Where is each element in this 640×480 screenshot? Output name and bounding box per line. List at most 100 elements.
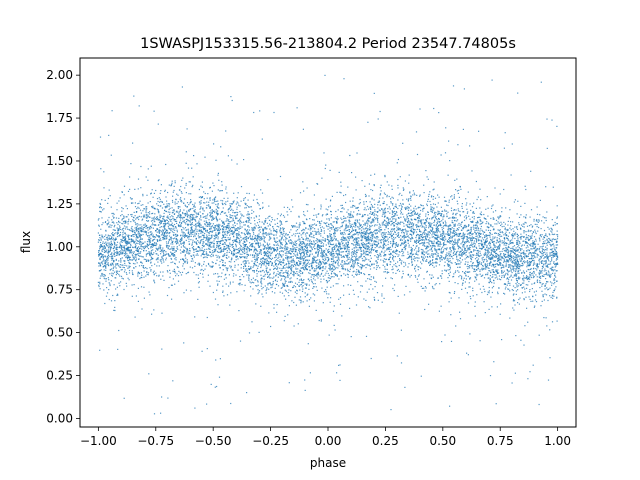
data-point	[379, 193, 382, 195]
data-point	[248, 218, 250, 220]
data-point	[493, 249, 496, 251]
data-point	[160, 221, 162, 223]
data-point	[203, 261, 205, 263]
data-point	[396, 235, 398, 237]
data-point	[552, 254, 554, 256]
data-point	[475, 238, 477, 240]
data-point	[458, 254, 460, 257]
data-point	[241, 221, 243, 224]
data-point	[428, 227, 430, 229]
data-point	[268, 274, 271, 276]
data-point	[423, 245, 425, 247]
data-point	[333, 245, 335, 247]
data-point	[210, 216, 212, 218]
data-point	[139, 200, 141, 202]
data-point	[253, 271, 255, 273]
data-point	[471, 234, 473, 236]
data-point	[126, 248, 128, 250]
data-point	[408, 226, 410, 228]
data-point	[104, 256, 107, 258]
data-point	[290, 260, 292, 262]
data-point	[513, 309, 515, 311]
data-point	[391, 278, 393, 280]
data-point	[218, 228, 220, 230]
data-point	[243, 263, 245, 265]
data-point	[373, 241, 375, 243]
data-point	[549, 329, 551, 331]
data-point	[480, 225, 482, 228]
data-point	[425, 213, 427, 215]
data-point	[177, 266, 179, 269]
data-point	[124, 253, 126, 255]
data-point	[108, 244, 110, 246]
data-point	[122, 230, 125, 232]
data-point	[364, 257, 367, 259]
data-point	[466, 202, 468, 204]
data-point	[514, 304, 516, 306]
data-point	[375, 244, 377, 246]
data-point	[546, 118, 548, 120]
data-point	[466, 250, 468, 252]
data-point	[553, 290, 555, 292]
data-point	[342, 256, 344, 258]
data-point	[291, 260, 293, 262]
data-point	[277, 241, 279, 243]
data-point	[334, 329, 336, 331]
data-point	[427, 178, 429, 180]
data-point	[331, 240, 333, 242]
data-point	[261, 221, 263, 223]
data-point	[470, 209, 472, 211]
data-point	[120, 275, 123, 277]
data-point	[113, 226, 115, 228]
data-point	[445, 223, 447, 225]
data-point	[206, 238, 208, 240]
data-point	[439, 260, 441, 262]
data-point	[305, 265, 307, 267]
data-point	[490, 224, 492, 226]
data-point	[553, 247, 555, 249]
data-point	[166, 246, 168, 248]
data-point	[543, 274, 545, 276]
data-point	[186, 202, 189, 204]
data-point	[469, 277, 472, 279]
data-point	[551, 284, 553, 286]
data-point	[313, 237, 315, 239]
data-point	[330, 238, 332, 240]
data-point	[365, 222, 367, 224]
data-point	[435, 258, 437, 260]
data-point	[519, 265, 521, 267]
data-point	[247, 213, 249, 215]
data-point	[370, 235, 372, 237]
data-point	[442, 237, 444, 239]
data-point	[450, 261, 452, 264]
data-point	[387, 241, 390, 243]
data-point	[423, 243, 425, 245]
data-point	[432, 253, 434, 255]
data-point	[211, 231, 213, 233]
data-point	[483, 213, 485, 216]
data-point	[374, 280, 376, 282]
data-point	[102, 242, 104, 245]
data-point	[428, 195, 430, 197]
data-point	[240, 217, 242, 219]
data-point	[256, 257, 258, 259]
data-point	[314, 256, 316, 259]
data-point	[401, 277, 403, 279]
data-point	[364, 224, 366, 226]
data-point	[311, 280, 313, 282]
data-point	[502, 241, 504, 243]
data-point	[105, 278, 107, 280]
data-point	[112, 237, 114, 239]
data-point	[457, 192, 459, 194]
data-point	[277, 276, 279, 278]
data-point	[125, 226, 127, 228]
data-point	[494, 264, 496, 266]
data-point	[347, 233, 349, 235]
data-point	[286, 251, 288, 253]
data-point	[320, 278, 322, 280]
data-point	[305, 260, 307, 262]
data-point	[307, 240, 309, 242]
data-point	[339, 364, 341, 366]
data-point	[392, 256, 394, 258]
